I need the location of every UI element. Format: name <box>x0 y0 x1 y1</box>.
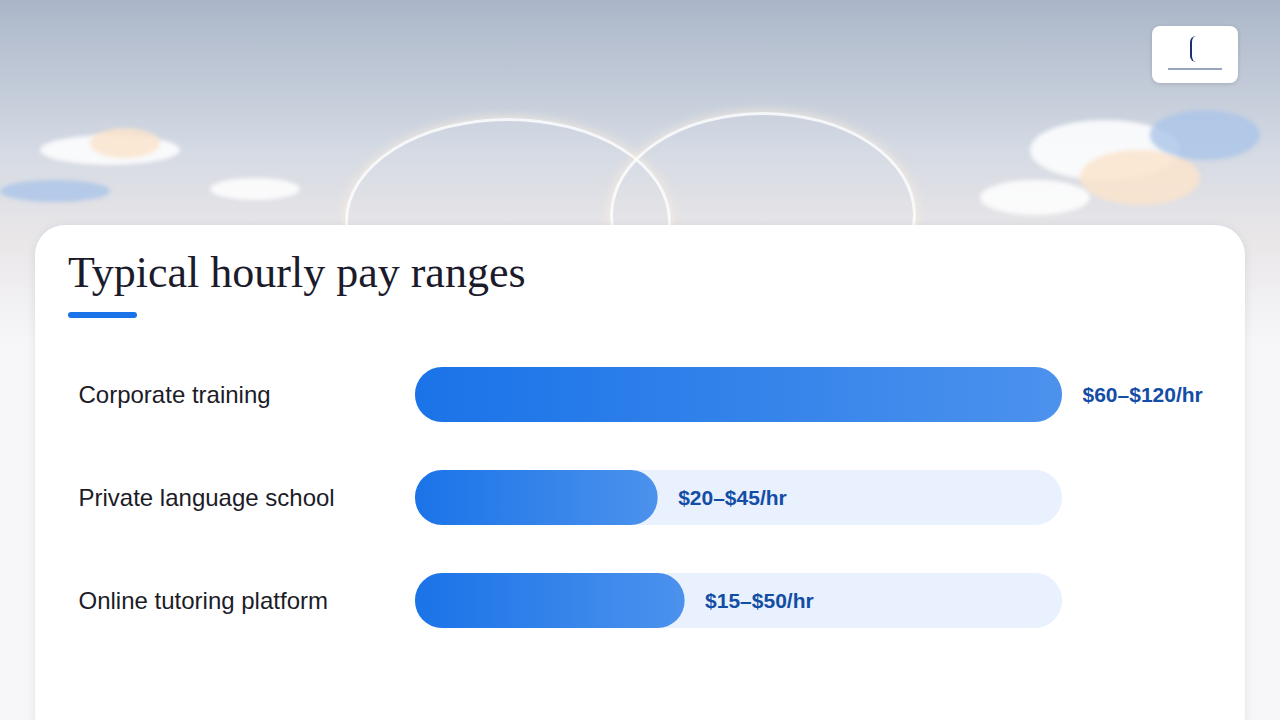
svg-text:$15–$50/hr: $15–$50/hr <box>705 589 814 612</box>
svg-text:$60–$120/hr: $60–$120/hr <box>1083 383 1203 406</box>
html-text:Typical hourly pay ranges: Typical hourly pay ranges <box>68 248 526 297</box>
svg-text:Private language school: Private language school <box>79 484 335 511</box>
svg-text:$20–$45/hr: $20–$45/hr <box>678 486 787 509</box>
svg-text:Online tutoring platform: Online tutoring platform <box>79 587 328 614</box>
svg-text:Corporate training: Corporate training <box>79 381 271 408</box>
